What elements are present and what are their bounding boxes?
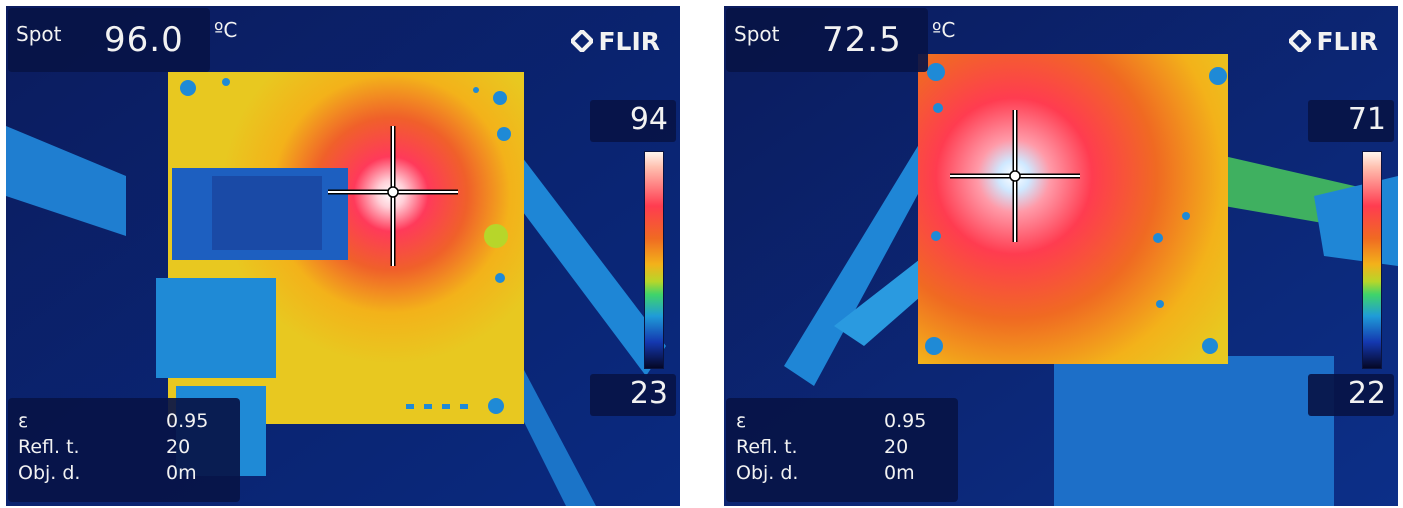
param-value: 20 [884, 436, 909, 458]
scale-min-box: 22 [1308, 374, 1394, 416]
spot-label: Spot [734, 22, 780, 46]
spot-readout: Spot 72.5 [726, 8, 928, 72]
flir-logo: FLIR [1289, 26, 1378, 56]
flir-diamond-icon [571, 30, 594, 52]
brand-name: FLIR [1316, 26, 1378, 56]
scale-max-box: 71 [1308, 100, 1394, 142]
thermal-image-1: Spot 96.0 ºC FLIR 94 23 ε 0.95 Refl. t. … [6, 6, 680, 506]
scale-min-box: 23 [590, 374, 676, 416]
brand-name: FLIR [598, 26, 660, 56]
scale-max: 94 [629, 102, 668, 137]
color-scale-bar [644, 151, 664, 369]
spot-temperature: 72.5 [822, 20, 902, 60]
temperature-unit: ºC [932, 18, 956, 42]
param-value: 0.95 [166, 410, 209, 432]
param-value: 0.95 [884, 410, 927, 432]
param-label: Obj. d. [18, 462, 81, 484]
color-scale-bar [1362, 151, 1382, 369]
measurement-parameters: ε 0.95 Refl. t. 20 Obj. d. 0m [726, 398, 958, 502]
flir-diamond-icon [1289, 30, 1312, 52]
param-value: 20 [166, 436, 191, 458]
param-label: Obj. d. [736, 462, 799, 484]
circuit-board [918, 54, 1228, 364]
spot-temperature: 96.0 [104, 20, 184, 60]
param-value: 0m [166, 462, 197, 484]
scale-min: 22 [1347, 376, 1386, 411]
spot-readout: Spot 96.0 [8, 8, 210, 72]
param-label: Refl. t. [736, 436, 798, 458]
measurement-parameters: ε 0.95 Refl. t. 20 Obj. d. 0m [8, 398, 240, 502]
temperature-unit: ºC [214, 18, 238, 42]
scale-max: 71 [1347, 102, 1386, 137]
scale-min: 23 [629, 376, 668, 411]
flir-logo: FLIR [571, 26, 660, 56]
param-label: Refl. t. [18, 436, 80, 458]
scale-max-box: 94 [590, 100, 676, 142]
thermal-image-2: Spot 72.5 ºC FLIR 71 22 ε 0.95 Refl. t. … [724, 6, 1398, 506]
param-label: ε [736, 410, 747, 432]
param-value: 0m [884, 462, 915, 484]
spot-label: Spot [16, 22, 62, 46]
param-label: ε [18, 410, 29, 432]
